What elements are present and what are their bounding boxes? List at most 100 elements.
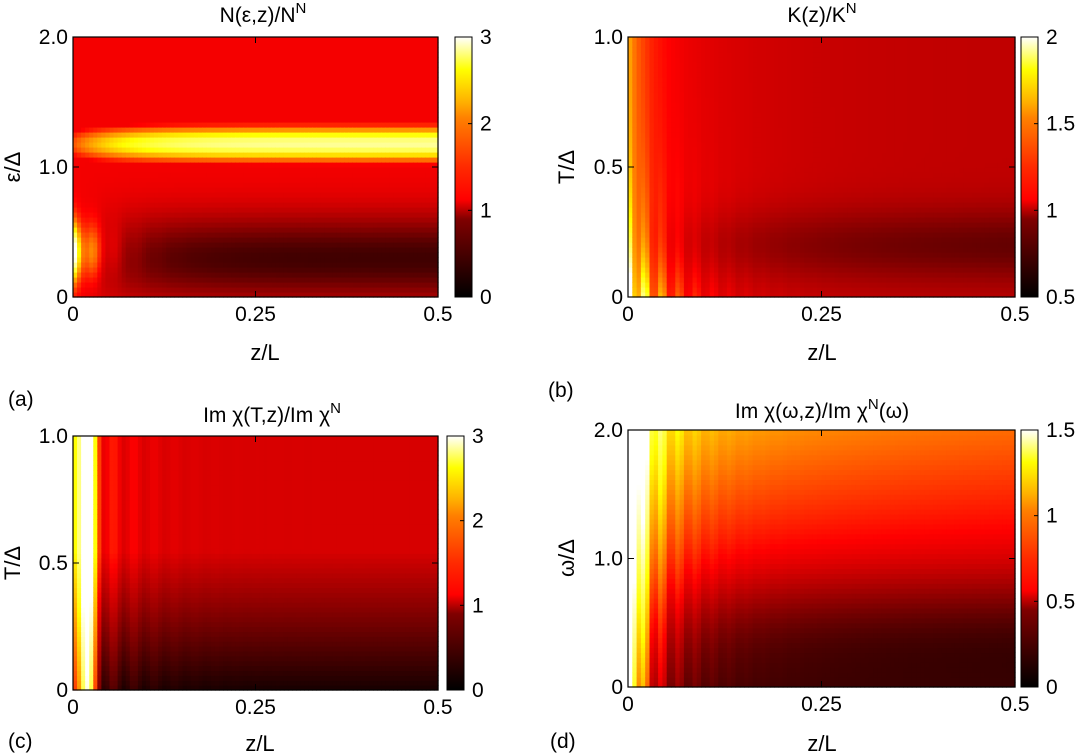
heatmap-cell bbox=[267, 172, 273, 178]
heatmap-cell bbox=[421, 202, 427, 208]
heatmap-cell bbox=[336, 132, 342, 138]
heatmap-cell bbox=[263, 292, 269, 298]
heatmap-cell bbox=[231, 192, 236, 198]
heatmap-cell bbox=[117, 142, 123, 148]
heatmap-cell bbox=[340, 117, 346, 123]
heatmap-cell bbox=[89, 52, 94, 58]
heatmap-cell bbox=[320, 132, 326, 138]
heatmap-cell bbox=[332, 187, 338, 193]
heatmap-cell bbox=[182, 262, 188, 268]
heatmap-cell bbox=[421, 192, 427, 198]
heatmap-cell bbox=[267, 82, 273, 88]
heatmap-cell bbox=[166, 202, 171, 208]
heatmap-cell bbox=[316, 142, 321, 148]
heatmap-cell bbox=[312, 87, 317, 93]
heatmap-cell bbox=[113, 42, 119, 48]
heatmap-cell bbox=[409, 252, 415, 258]
heatmap-cell bbox=[632, 82, 638, 88]
heatmap-cell bbox=[231, 132, 236, 138]
heatmap-cell bbox=[89, 72, 94, 78]
heatmap-cell bbox=[636, 82, 642, 88]
heatmap-cell bbox=[340, 92, 346, 98]
heatmap-cell bbox=[81, 292, 86, 298]
heatmap-cell bbox=[283, 77, 289, 83]
heatmap-cell bbox=[210, 87, 216, 93]
heatmap-cell bbox=[405, 117, 411, 123]
heatmap-cell bbox=[186, 167, 192, 173]
heatmap-cell bbox=[202, 207, 208, 213]
heatmap-cell bbox=[433, 217, 439, 223]
heatmap-cell bbox=[429, 267, 435, 273]
heatmap-cell bbox=[178, 272, 184, 278]
heatmap-cell bbox=[263, 252, 269, 258]
heatmap-cell bbox=[154, 187, 159, 193]
heatmap-cell bbox=[206, 152, 212, 158]
heatmap-cell bbox=[194, 262, 200, 268]
heatmap-cell bbox=[312, 132, 317, 138]
heatmap-cell bbox=[645, 72, 651, 78]
heatmap-cell bbox=[328, 232, 334, 238]
heatmap-cell bbox=[259, 222, 265, 228]
heatmap-cell bbox=[409, 57, 415, 63]
heatmap-cell bbox=[202, 117, 208, 123]
heatmap-cell bbox=[141, 162, 147, 168]
heatmap-cell bbox=[214, 82, 220, 88]
heatmap-cell bbox=[324, 162, 330, 168]
heatmap-cell bbox=[429, 282, 435, 288]
heatmap-cell bbox=[369, 207, 374, 213]
heatmap-cell bbox=[308, 192, 313, 198]
heatmap-cell bbox=[324, 157, 330, 163]
heatmap-cell bbox=[393, 292, 399, 298]
heatmap-cell bbox=[316, 57, 321, 63]
heatmap-cell bbox=[239, 237, 244, 243]
heatmap-cell bbox=[356, 272, 362, 278]
heatmap-cell bbox=[117, 52, 123, 58]
heatmap-cell bbox=[105, 97, 111, 103]
heatmap-cell bbox=[214, 72, 220, 78]
heatmap-cell bbox=[397, 97, 403, 103]
heatmap-cell bbox=[296, 62, 301, 68]
heatmap-cell bbox=[645, 92, 651, 98]
heatmap-cell bbox=[413, 172, 419, 178]
heatmap-cell bbox=[397, 177, 403, 183]
heatmap-cell bbox=[320, 122, 326, 128]
heatmap-cell bbox=[129, 207, 135, 213]
heatmap-cell bbox=[304, 182, 309, 188]
heatmap-cell bbox=[360, 182, 366, 188]
heatmap-cell bbox=[81, 212, 86, 218]
heatmap-cell bbox=[279, 47, 285, 53]
heatmap-cell bbox=[97, 92, 102, 98]
heatmap-cell bbox=[312, 272, 317, 278]
heatmap-cell bbox=[279, 292, 285, 298]
heatmap-cell bbox=[324, 132, 330, 138]
heatmap-cell bbox=[645, 292, 651, 298]
heatmap-cell bbox=[243, 287, 248, 293]
heatmap-cell bbox=[279, 202, 285, 208]
heatmap-cell bbox=[198, 247, 204, 253]
heatmap-cell bbox=[113, 87, 119, 93]
heatmap-cell bbox=[154, 127, 159, 133]
heatmap-cell bbox=[239, 42, 244, 48]
heatmap-cell bbox=[413, 192, 419, 198]
heatmap-cell bbox=[287, 57, 293, 63]
heatmap-cell bbox=[352, 132, 358, 138]
heatmap-cell bbox=[312, 147, 317, 153]
heatmap-cell bbox=[97, 252, 102, 258]
heatmap-cell bbox=[377, 217, 382, 223]
heatmap-cell bbox=[300, 237, 305, 243]
heatmap-cell bbox=[89, 177, 94, 183]
heatmap-cell bbox=[365, 202, 370, 208]
heatmap-cell bbox=[393, 62, 399, 68]
heatmap-cell bbox=[636, 212, 642, 218]
heatmap-cell bbox=[425, 97, 431, 103]
heatmap-cell bbox=[85, 277, 90, 283]
heatmap-cell bbox=[429, 42, 435, 48]
heatmap-cell bbox=[158, 82, 163, 88]
heatmap-cell bbox=[628, 232, 633, 238]
heatmap-cell bbox=[121, 102, 127, 108]
heatmap-cell bbox=[385, 102, 390, 108]
heatmap bbox=[628, 37, 1016, 298]
heatmap-cell bbox=[93, 37, 98, 43]
heatmap-cell bbox=[267, 107, 273, 113]
heatmap-cell bbox=[223, 182, 228, 188]
